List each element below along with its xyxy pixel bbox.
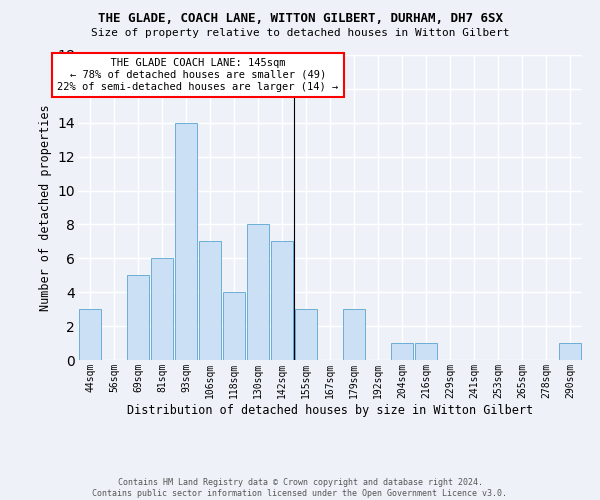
X-axis label: Distribution of detached houses by size in Witton Gilbert: Distribution of detached houses by size … [127,404,533,416]
Bar [247,224,269,360]
Bar [127,276,149,360]
Bar [199,242,221,360]
Text: THE GLADE COACH LANE: 145sqm  
← 78% of detached houses are smaller (49)
22% of : THE GLADE COACH LANE: 145sqm ← 78% of de… [58,58,338,92]
Bar [391,343,413,360]
Text: THE GLADE, COACH LANE, WITTON GILBERT, DURHAM, DH7 6SX: THE GLADE, COACH LANE, WITTON GILBERT, D… [97,12,503,26]
Bar [271,242,293,360]
Text: Size of property relative to detached houses in Witton Gilbert: Size of property relative to detached ho… [91,28,509,38]
Bar [295,309,317,360]
Bar [151,258,173,360]
Bar [223,292,245,360]
Y-axis label: Number of detached properties: Number of detached properties [39,104,52,311]
Text: Contains HM Land Registry data © Crown copyright and database right 2024.
Contai: Contains HM Land Registry data © Crown c… [92,478,508,498]
Bar [175,123,197,360]
Bar [343,309,365,360]
Bar [79,309,101,360]
Bar [415,343,437,360]
Bar [559,343,581,360]
